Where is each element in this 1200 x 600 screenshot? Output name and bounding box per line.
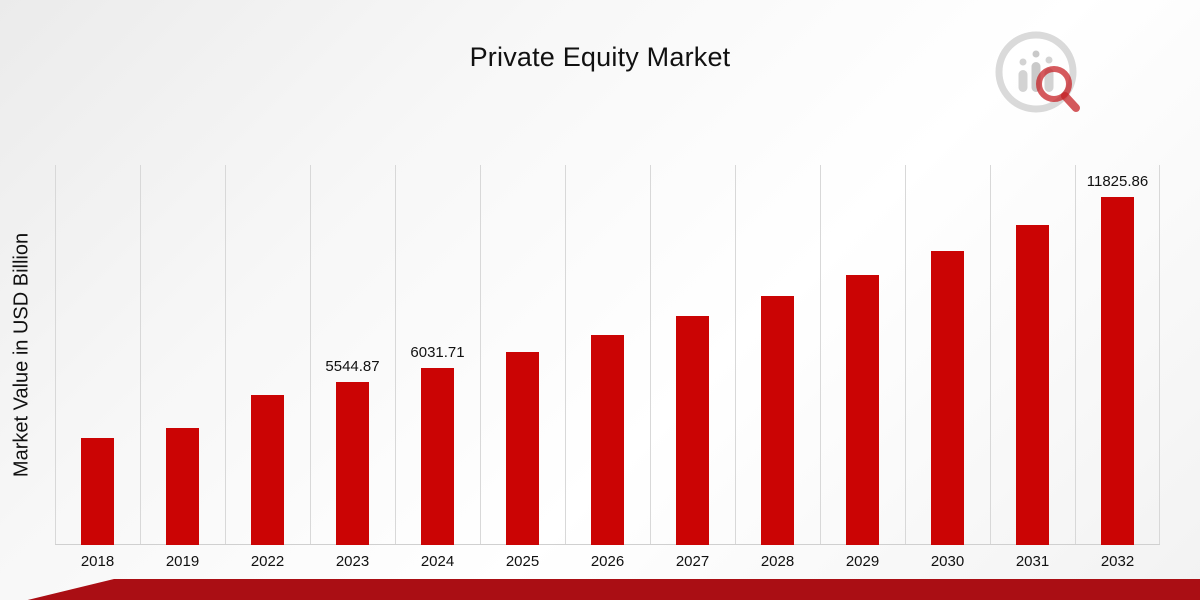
chart-title: Private Equity Market: [469, 42, 731, 72]
bar-2031: [1016, 225, 1049, 545]
gridline: [735, 165, 736, 545]
gridline: [565, 165, 566, 545]
x-tick-label-2022: 2022: [250, 553, 285, 570]
gridline: [1075, 165, 1076, 545]
gridline: [990, 165, 991, 545]
gridline: [1159, 165, 1160, 545]
logo-bar-1: [1018, 70, 1028, 92]
x-tick-label-2023: 2023: [335, 553, 370, 570]
bar-2032: [1101, 197, 1134, 545]
gridline: [905, 165, 906, 545]
x-tick-label-2018: 2018: [80, 553, 115, 570]
data-label-2023: 5544.87: [325, 358, 380, 375]
plot-area: 5544.87 6031.71 11825.86: [55, 165, 1160, 545]
logo-dot-2: [1032, 50, 1040, 58]
x-tick-label-2031: 2031: [1015, 553, 1050, 570]
x-tick-label-2028: 2028: [760, 553, 795, 570]
x-axis-labels: 2018 2019 2022 2023 2024 2025 2026 2027 2028 2029…: [55, 553, 1160, 575]
x-tick-label-2024: 2024: [420, 553, 455, 570]
gridline: [820, 165, 821, 545]
bar-2018: [81, 438, 114, 545]
bar-2027: [676, 316, 709, 545]
x-tick-label-2029: 2029: [845, 553, 880, 570]
bar-2023: [336, 382, 369, 545]
gridline: [225, 165, 226, 545]
gridline: [140, 165, 141, 545]
brand-logo-icon: [995, 31, 1080, 113]
magnifier-icon: [1036, 66, 1072, 102]
gridline: [310, 165, 311, 545]
gridline: [55, 165, 56, 545]
x-tick-label-2019: 2019: [165, 553, 200, 570]
bar-2026: [591, 335, 624, 545]
gridline: [480, 165, 481, 545]
brand-logo: [992, 28, 1087, 113]
bar-2019: [166, 428, 199, 545]
footer-band: [27, 579, 1200, 600]
x-tick-label-2025: 2025: [505, 553, 540, 570]
magnifier-handle: [1061, 92, 1080, 112]
x-tick-label-2026: 2026: [590, 553, 625, 570]
data-label-2032: 11825.86: [1086, 173, 1149, 190]
x-tick-label-2032: 2032: [1100, 553, 1135, 570]
gridline: [650, 165, 651, 545]
logo-dot-3: [1045, 56, 1053, 64]
gridline: [395, 165, 396, 545]
bar-2030: [931, 251, 964, 545]
bar-2029: [846, 275, 879, 545]
bar-2025: [506, 352, 539, 545]
bar-2024: [421, 368, 454, 545]
bar-2028: [761, 296, 794, 545]
y-axis-label: Market Value in USD Billion: [10, 232, 33, 478]
bar-2022: [251, 395, 284, 545]
data-label-2024: 6031.71: [410, 344, 465, 361]
x-tick-label-2027: 2027: [675, 553, 710, 570]
x-tick-label-2030: 2030: [930, 553, 965, 570]
logo-dot-1: [1019, 58, 1027, 66]
